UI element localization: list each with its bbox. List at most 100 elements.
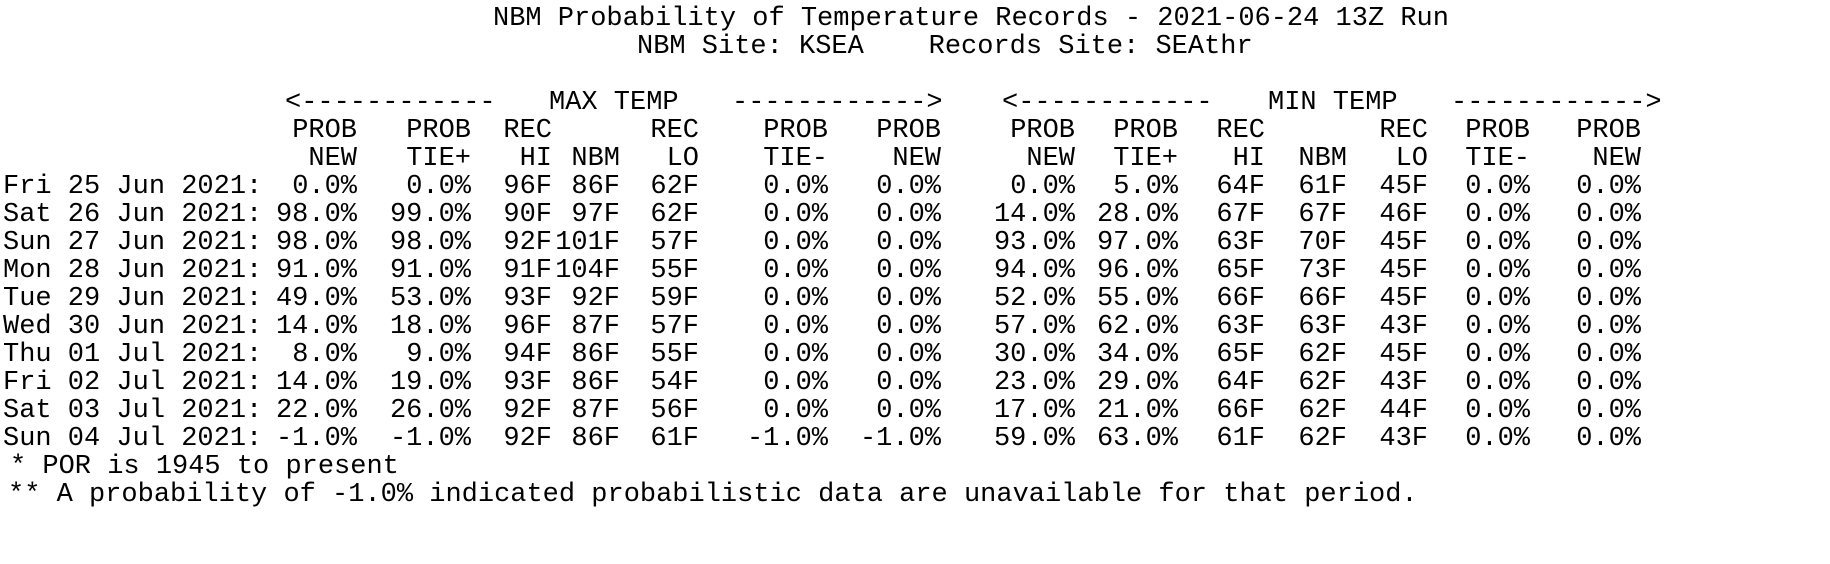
min-temp-arrow-left: <------------ (1002, 88, 1213, 118)
min-rec-lo-value: 43F (1379, 368, 1428, 398)
max-nbm-forecast-value: 104F (555, 256, 620, 286)
min-nbm-forecast-value: 62F (1298, 368, 1347, 398)
min-prob-tie-minus-value: 0.0% (1465, 200, 1530, 230)
min-prob-tie-plus-header: TIE+ (1113, 144, 1178, 174)
min-rec-hi-value: 66F (1216, 396, 1265, 426)
max-prob-new-value: 91.0% (275, 256, 357, 286)
max-prob-tie-minus-value: 0.0% (763, 256, 828, 286)
table-row: Fri 02 Jul 2021: 14.0% 19.0% 93F 86F 54F 0.0% 0… (0, 369, 1641, 397)
min-rec-lo-header: LO (1395, 144, 1428, 174)
min-prob-new-value: 94.0% (993, 256, 1075, 286)
max-nbm-forecast-value: 86F (571, 368, 620, 398)
nbm-records-report: NBM Probability of Temperature Records -… (0, 5, 1830, 510)
max-prob-tie-plus-value: 53.0% (389, 284, 471, 314)
table-row: Sat 26 Jun 2021: 98.0% 99.0% 90F 97F 62F 0.0% 0… (0, 201, 1641, 229)
row-date: Thu 01 Jul 2021: (3, 340, 263, 370)
max-prob-tie-plus-value: 98.0% (389, 228, 471, 258)
max-prob-tie-minus-value: 0.0% (763, 368, 828, 398)
row-date: Sun 27 Jun 2021: (3, 228, 263, 258)
max-prob-new-value: 0.0% (876, 284, 941, 314)
max-nbm-forecast-value: 86F (571, 424, 620, 454)
min-rec-hi-value: 66F (1216, 284, 1265, 314)
table-row: Fri 25 Jun 2021: 0.0% 0.0% 96F 86F 62F 0.0% 0.0… (0, 173, 1641, 201)
min-nbm-forecast-value: 61F (1298, 172, 1347, 202)
max-prob-new-value: 14.0% (275, 312, 357, 342)
min-prob-tie-minus-value: 0.0% (1465, 256, 1530, 286)
max-rec-hi-value: 90F (503, 200, 552, 230)
max-prob-tie-minus-value: 0.0% (763, 200, 828, 230)
min-prob-tie-plus-value: 62.0% (1096, 312, 1178, 342)
row-gap (941, 425, 990, 453)
table-row: Sun 04 Jul 2021: -1.0% -1.0% 92F 86F 61F -1.0%… (0, 425, 1641, 453)
min-prob-new-value: 30.0% (993, 340, 1075, 370)
min-nbm-forecast-value: 73F (1298, 256, 1347, 286)
max-nbm-forecast-header: NBM (571, 144, 620, 174)
row-gap (941, 313, 990, 341)
min-prob-new-value: 0.0% (1576, 340, 1641, 370)
min-prob-tie-plus-value: 34.0% (1096, 340, 1178, 370)
min-rec-lo-value: 45F (1379, 340, 1428, 370)
min-prob-new-value: 59.0% (993, 424, 1075, 454)
max-prob-new-value: 22.0% (275, 396, 357, 426)
subtitle-line: NBM Site: KSEA Records Site: SEAthr (0, 33, 1830, 61)
table-row: NEW TIE+ HI NBM LO TIE- NEW NEW TIE+ HI NBM LO TIE- N… (0, 145, 1641, 173)
min-rec-lo-value: 43F (1379, 424, 1428, 454)
max-prob-tie-plus-value: -1.0% (389, 424, 471, 454)
min-prob-tie-plus-value: 63.0% (1096, 424, 1178, 454)
header-gap (941, 145, 990, 173)
table-header: PROB PROB REC REC PROB PROB PROB PROB REC REC PROB… (0, 117, 1641, 173)
row-date: Mon 28 Jun 2021: (3, 256, 263, 286)
max-prob-new-value: 0.0% (876, 256, 941, 286)
min-rec-hi-value: 64F (1216, 368, 1265, 398)
min-prob-tie-plus-header: PROB (1113, 116, 1178, 146)
footnote-unavailable: ** A probability of -1.0% indicated prob… (8, 480, 1418, 510)
footnote-por: * POR is 1945 to present (10, 452, 399, 482)
min-prob-new-header: NEW (1592, 144, 1641, 174)
table-body: Fri 25 Jun 2021: 0.0% 0.0% 96F 86F 62F 0.0% 0.0… (0, 173, 1641, 453)
min-nbm-forecast-header (1265, 117, 1347, 145)
max-temp-arrow-right: ------------> (732, 88, 943, 118)
row-gap (941, 229, 990, 257)
table-row: Sun 27 Jun 2021: 98.0% 98.0% 92F 101F 57F 0.0%… (0, 229, 1641, 257)
min-rec-lo-header: REC (1379, 116, 1428, 146)
min-prob-new-value: 17.0% (993, 396, 1075, 426)
min-prob-new-value: 52.0% (993, 284, 1075, 314)
max-prob-tie-minus-value: 0.0% (763, 172, 828, 202)
table-row: Thu 01 Jul 2021: 8.0% 9.0% 94F 86F 55F 0.0% 0.0… (0, 341, 1641, 369)
min-prob-new-value: 0.0% (1576, 256, 1641, 286)
row-date: Fri 25 Jun 2021: (3, 172, 263, 202)
max-prob-new-header: PROB (292, 116, 357, 146)
max-rec-lo-value: 54F (650, 368, 699, 398)
min-rec-lo-value: 46F (1379, 200, 1428, 230)
max-prob-new-value: -1.0% (275, 424, 357, 454)
max-prob-new-value: 98.0% (275, 200, 357, 230)
max-prob-tie-minus-value: 0.0% (763, 284, 828, 314)
max-temp-section-label: MAX TEMP (549, 88, 679, 118)
max-rec-hi-value: 92F (503, 396, 552, 426)
min-prob-new-value: 0.0% (1576, 424, 1641, 454)
min-prob-tie-minus-value: 0.0% (1465, 340, 1530, 370)
min-rec-lo-value: 44F (1379, 396, 1428, 426)
min-prob-new-value: 93.0% (993, 228, 1075, 258)
min-prob-new-value: 0.0% (1576, 368, 1641, 398)
min-prob-new-value: 0.0% (1576, 312, 1641, 342)
min-prob-tie-plus-value: 96.0% (1096, 256, 1178, 286)
max-prob-new-value: 98.0% (275, 228, 357, 258)
max-temp-arrow-left: <------------ (285, 88, 496, 118)
max-prob-new-value: 0.0% (876, 312, 941, 342)
min-prob-tie-plus-value: 5.0% (1113, 172, 1178, 202)
max-rec-lo-value: 55F (650, 256, 699, 286)
max-nbm-forecast-header (552, 117, 620, 145)
header-gap (941, 117, 990, 145)
max-rec-hi-header: HI (519, 144, 552, 174)
section-arrows-line: <------------ MAX TEMP ------------> <--… (0, 89, 1830, 117)
max-prob-tie-plus-value: 9.0% (406, 340, 471, 370)
max-prob-tie-minus-value: 0.0% (763, 228, 828, 258)
max-prob-tie-plus-value: 99.0% (389, 200, 471, 230)
row-gap (941, 201, 990, 229)
max-prob-new-value: 0.0% (876, 340, 941, 370)
max-prob-tie-minus-value: 0.0% (763, 340, 828, 370)
sites-subtitle: NBM Site: KSEA Records Site: SEAthr (637, 32, 1253, 62)
min-rec-hi-value: 61F (1216, 424, 1265, 454)
min-prob-new-value: 0.0% (1576, 284, 1641, 314)
